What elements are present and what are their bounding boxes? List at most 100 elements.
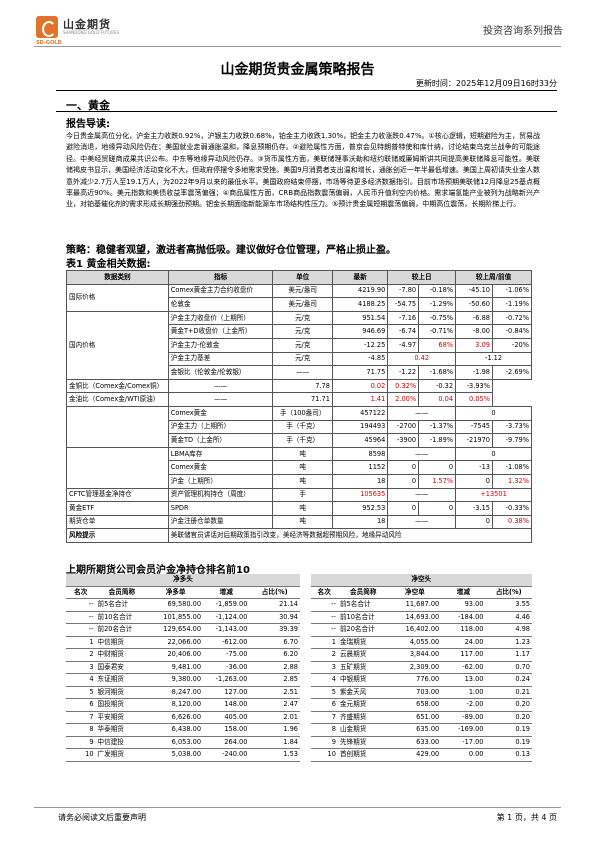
volume-cell: 22,066.00 <box>148 636 204 649</box>
volume-cell: 101,855.00 <box>148 611 204 624</box>
rank-cell: 9 <box>310 736 338 749</box>
day-change-cell: -4.97 <box>387 337 420 353</box>
column-header: 名次 <box>310 586 338 599</box>
day-change-cell: -7.80 <box>387 283 420 299</box>
unit-cell: 元/克 <box>272 310 333 326</box>
rank-cell: 8 <box>66 723 96 737</box>
rank-cell: 10 <box>310 748 338 762</box>
table-header-row: 数据类别 指标 单位 最新 较上日 较上周/前值 <box>66 270 532 285</box>
gold-data-table: 数据类别 指标 单位 最新 较上日 较上周/前值 国际价格 Comex黄金主力合约… <box>66 270 533 543</box>
member-cell: 前5名合计 <box>337 598 389 612</box>
latest-cell: 18 <box>331 473 389 489</box>
indicator-cell: 金铜比（Comex金/Comex铜） <box>66 378 169 394</box>
rank-cell: -- <box>310 598 338 612</box>
title-rule <box>56 90 557 91</box>
day-pct-cell: -1.89% <box>418 433 457 448</box>
day-pct-cell: 0 <box>418 460 457 475</box>
table-row: 4 东证期货 9,380.00 -1,263.00 2.85 4 中银期货 776.00 13.… <box>66 673 532 687</box>
category-cell: 国内价格 <box>66 310 169 380</box>
column-header: 会员简称 <box>95 586 149 599</box>
rank-cell: 4 <box>66 673 96 687</box>
logo-sub: SD-GOLD <box>36 40 62 46</box>
volume-cell: 429.00 <box>388 748 442 762</box>
share-cell: 1.17 <box>485 648 532 662</box>
unit-cell: 吨 <box>272 473 333 489</box>
rank-cell: 1 <box>66 636 96 649</box>
table-row: CFTC管理基金净持仓 资产管理机构持仓（周度）手 105635 —— +13501 <box>66 487 532 503</box>
volume-cell: 633.00 <box>388 736 442 749</box>
table-row: 3 国泰君安 9,481.00 -36.00 2.88 3 五矿期货 2,309.00 -62.… <box>66 661 532 674</box>
update-time: 更新时间：2025年12月09日16时33分 <box>415 79 557 88</box>
page-number: 第 1 页，共 4 页 <box>496 813 557 822</box>
volume-cell: 8,247.00 <box>148 686 204 699</box>
day-pct-cell: 2.00% <box>387 392 420 407</box>
table-row: 国际价格 Comex黄金主力合约收盘价 美元/盎司 4219.90 -7.80 -0.18… <box>66 283 533 312</box>
day-change-cell: -2700 <box>387 419 420 435</box>
change-cell: 158.00 <box>203 723 250 737</box>
member-cell: 云晨期货 <box>337 648 389 662</box>
volume-cell: 11,687.00 <box>388 598 442 612</box>
change-cell: -1,263.00 <box>203 673 250 687</box>
rank-cell: 2 <box>310 648 338 662</box>
category-cell: 期货仓单 <box>66 514 169 530</box>
risk-row: 风险提示 美联储官员讲话对后期政策指引改变，美经济等数据超预期风险，地缘异动风险 <box>66 528 533 543</box>
change-cell: 118.00 <box>441 623 486 637</box>
rank-cell: 5 <box>66 686 96 699</box>
rank-cell: -- <box>310 611 338 624</box>
change-cell: 405.00 <box>203 711 250 724</box>
change-cell: -240.00 <box>203 748 250 762</box>
header-cell: 最新 <box>331 270 389 285</box>
latest-cell: 4188.25 <box>331 297 389 312</box>
rank-cell: 10 <box>66 748 96 762</box>
rank-cell: 9 <box>66 736 96 749</box>
rank-cell: 2 <box>66 648 96 662</box>
share-cell: 21.14 <box>249 598 300 612</box>
week-change-cell: -7545 <box>455 419 493 435</box>
rank-cell: 1 <box>310 636 338 649</box>
logo-text: 山金期货 <box>63 18 111 31</box>
member-cell: 金元期货 <box>337 698 389 712</box>
day-change-cell: 0.42 <box>387 351 457 367</box>
volume-cell: 6,438.00 <box>148 723 204 737</box>
change-cell: 24.00 <box>441 636 486 649</box>
category-cell: 黄金ETF <box>66 501 169 516</box>
unit-cell: —— <box>167 378 274 394</box>
share-cell: 0.24 <box>485 673 532 687</box>
week-change-cell: 0 <box>455 473 493 489</box>
latest-cell: 71.75 <box>331 365 389 380</box>
header-cell: 指标 <box>167 270 274 285</box>
share-cell: 39.39 <box>249 623 300 637</box>
volume-cell: 6,053.00 <box>148 736 204 749</box>
volume-cell: 635.00 <box>388 723 442 737</box>
day-change-cell: —— <box>387 446 457 462</box>
share-cell: 4.46 <box>485 611 532 624</box>
change-cell: -2.00 <box>441 698 486 712</box>
member-cell: 中信期货 <box>95 636 149 649</box>
share-cell: 30.94 <box>249 611 300 624</box>
change-cell: -612.00 <box>203 636 250 649</box>
change-cell: 117.00 <box>441 648 486 662</box>
volume-cell: 4,055.00 <box>388 636 442 649</box>
latest-cell: 951.54 <box>331 310 389 326</box>
column-header: 占比(%) <box>485 586 532 599</box>
rank-cell: 4 <box>310 673 338 687</box>
member-cell: 华泰期货 <box>95 723 149 737</box>
week-pct-cell: -1.19% <box>491 297 533 312</box>
share-cell: 3.55 <box>485 598 532 612</box>
day-change-cell: 0 <box>387 460 420 475</box>
net-long-band: 净多头 <box>66 574 300 587</box>
latest-cell: -12.25 <box>331 337 389 353</box>
table-row: Comex黄金 手（100盎司） 457122 —— 0 <box>66 405 532 448</box>
day-change-cell: —— <box>387 514 457 530</box>
table-row: 9 中信建投 6,053.00 264.00 1.84 9 先锋期货 633.00 -17.00… <box>66 736 532 749</box>
rank-cell: 7 <box>66 711 96 724</box>
volume-cell: 776.00 <box>388 673 442 687</box>
indicator-cell: 黄金T+D收盘价（上金所） <box>167 324 274 339</box>
week-change-cell: +13501 <box>455 487 532 503</box>
logo-mark-icon <box>36 16 58 38</box>
share-cell: 2.47 <box>249 698 300 712</box>
volume-cell: 20,406.00 <box>148 648 204 662</box>
volume-cell: 16,402.00 <box>388 623 442 637</box>
week-change-cell: 3.09 <box>455 337 493 353</box>
report-title: 山金期货贵金属策略报告 <box>220 62 375 78</box>
